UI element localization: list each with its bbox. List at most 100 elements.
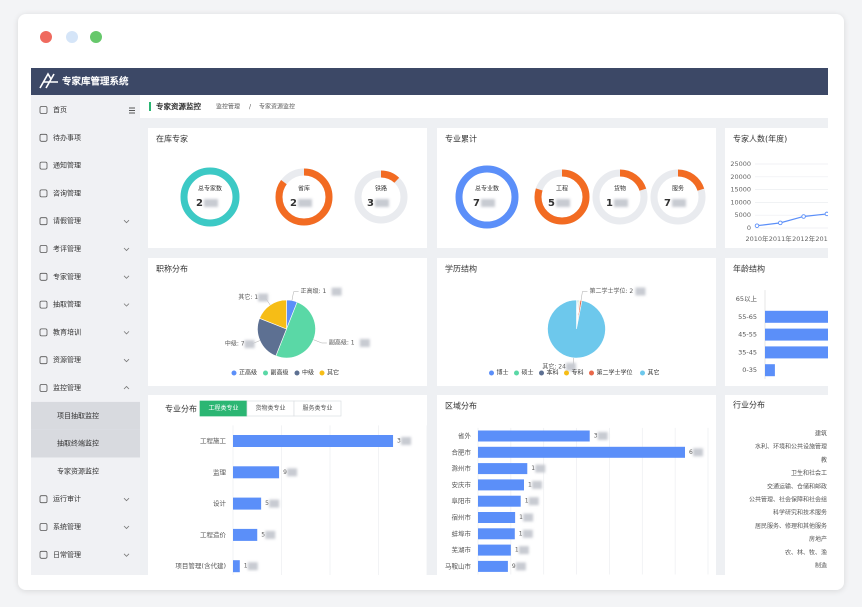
close-dot[interactable] (40, 31, 52, 43)
menu-arrow (123, 303, 130, 307)
menu-item[interactable]: 日常管理 (53, 550, 81, 559)
industry-label: 居民服务、修理和其他服务 (755, 522, 827, 530)
submenu-item[interactable]: 项目抽取监控 (57, 411, 99, 420)
panel-title: 在库专家 (156, 134, 188, 144)
menu-item[interactable]: 资源管理 (53, 355, 81, 364)
bar (478, 560, 508, 572)
y-tick-label: 监理 (213, 467, 227, 476)
blurred-value (359, 338, 370, 347)
industry-label: 科学研究和技术服务 (773, 509, 827, 517)
submenu-item[interactable]: 抽取终端监控 (57, 439, 99, 448)
legend-label[interactable]: 专科 (572, 369, 584, 377)
y-tick-label: 10000 (730, 198, 751, 206)
blurred-value (556, 199, 570, 207)
panel (148, 128, 427, 248)
menu-arrow (123, 219, 130, 224)
ring-value (275, 168, 333, 226)
menu-arrow (123, 385, 130, 390)
menu-item[interactable]: 咨询管理 (53, 188, 81, 197)
y-tick-label: 65以上 (736, 294, 758, 303)
y-tick-label: 滁州市 (452, 464, 472, 473)
bar (765, 346, 828, 359)
ring-count: 2 (290, 198, 297, 209)
tab-label[interactable]: 工程类专业 (208, 404, 238, 412)
submenu-item[interactable]: 专家资源监控 (57, 466, 99, 475)
legend-label[interactable]: 正高级 (239, 369, 257, 377)
value-label: 1 (525, 498, 529, 505)
legend-label[interactable]: 第二学士学位 (597, 369, 633, 377)
y-tick-label: 阜阳市 (452, 496, 472, 505)
bar (478, 528, 515, 540)
legend-swatch (231, 370, 237, 376)
bar (233, 560, 240, 573)
blurred-value (614, 199, 628, 207)
breadcrumb-marker (149, 102, 151, 111)
bar (765, 364, 775, 377)
bar (765, 310, 828, 323)
max-dot[interactable] (90, 31, 102, 43)
menu-item[interactable]: 专家管理 (53, 272, 81, 281)
menu-icon (39, 272, 48, 281)
y-tick-label: 合肥市 (452, 447, 472, 456)
menu-item[interactable]: 系统管理 (53, 522, 81, 531)
panel-title: 区域分布 (445, 401, 477, 411)
ring-value (534, 169, 590, 225)
blurred-value (635, 287, 646, 296)
point (801, 214, 806, 219)
blurred-value (401, 437, 412, 445)
menu-icon (39, 106, 48, 114)
legend-label[interactable]: 中级 (302, 369, 314, 377)
value-label: 1 (244, 563, 248, 570)
ring-label: 总专业数 (475, 185, 499, 193)
blurred-value (523, 513, 534, 522)
legend-label[interactable]: 其它 (327, 369, 339, 377)
ring-count: 1 (606, 198, 613, 209)
slice-label: 副高级: 1 (329, 338, 355, 346)
label-leader (580, 291, 588, 301)
legend-label[interactable]: 博士 (497, 369, 509, 377)
legend-label[interactable]: 副高级 (271, 369, 289, 377)
menu-item[interactable]: 抽取管理 (53, 300, 81, 309)
blurred-value (244, 340, 255, 349)
menu-item[interactable]: 教育培训 (53, 327, 81, 336)
menu-item[interactable]: 待办事项 (53, 133, 81, 142)
menu-item[interactable]: 首页 (53, 105, 67, 114)
slice-label: 第二学士学位: 2 (589, 287, 633, 295)
tab-label[interactable]: 服务类专业 (302, 404, 332, 412)
legend-label[interactable]: 硕士 (522, 369, 534, 377)
industry-label: 教 (821, 456, 827, 464)
value-label: 1 (519, 530, 523, 537)
menu-item[interactable]: 考评管理 (53, 244, 81, 253)
ring-label: 货物 (614, 185, 626, 193)
x-tick-label: 2010年 (745, 234, 769, 243)
blurred-value (265, 530, 276, 539)
y-tick-label: 5000 (734, 211, 751, 219)
menu-item[interactable]: 通知管理 (53, 161, 81, 170)
y-tick-label: 55-65 (738, 313, 757, 321)
value-label: 3 (594, 433, 598, 440)
menu-item[interactable]: 请假管理 (53, 216, 81, 225)
blurred-value (528, 497, 539, 506)
bar (233, 466, 280, 479)
tab[interactable] (293, 400, 342, 417)
legend-label[interactable]: 本科 (547, 369, 559, 377)
breadcrumb-bar (140, 95, 828, 118)
menu-toggle[interactable] (129, 107, 135, 114)
ring-label: 铁路 (375, 185, 387, 193)
legend-swatch (539, 370, 544, 376)
blurred-value (522, 529, 533, 538)
tab-label[interactable]: 货物类专业 (255, 404, 285, 412)
legend-label[interactable]: 其它 (648, 369, 660, 377)
bar (478, 446, 685, 458)
value-label: 9 (283, 469, 287, 476)
menu-arrow (123, 553, 130, 557)
bar (233, 528, 258, 541)
min-dot[interactable] (66, 31, 78, 43)
point (778, 220, 783, 226)
blurred-value (269, 499, 280, 508)
menu-item[interactable]: 运行审计 (53, 494, 81, 503)
menu-item[interactable]: 监控管理 (53, 383, 81, 392)
breadcrumb-link[interactable]: 监控管理 (216, 103, 240, 111)
